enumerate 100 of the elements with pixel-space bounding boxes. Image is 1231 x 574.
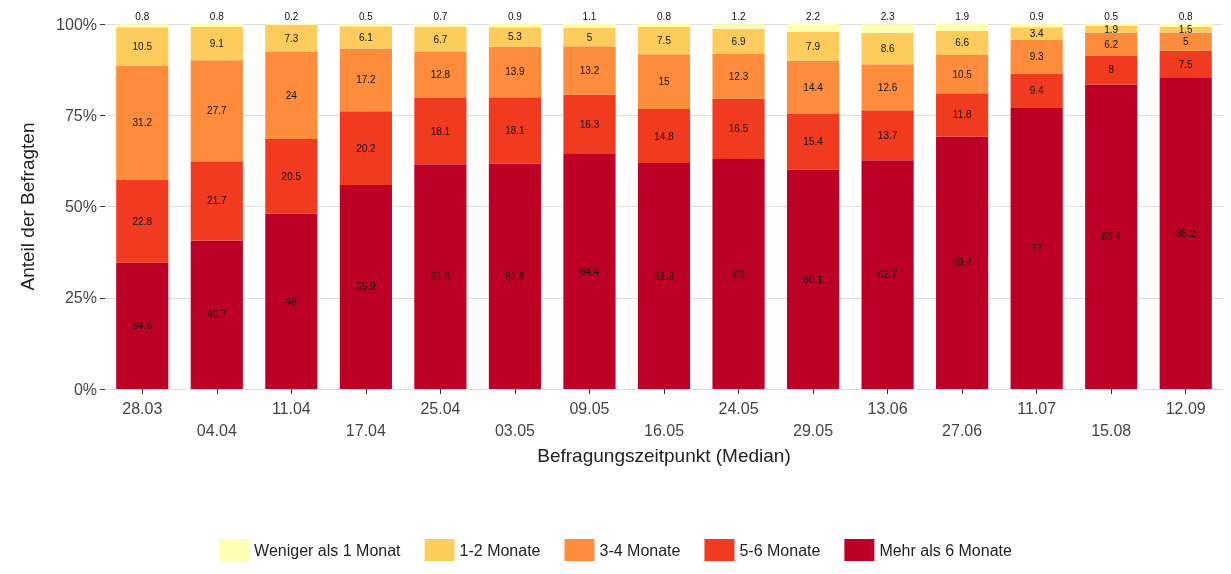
bar [1159,24,1212,27]
bar [563,94,616,154]
bar [712,24,765,29]
data-label: 10.5 [952,68,973,80]
data-label: 0.2 [284,10,299,22]
data-label: 15 [658,76,670,88]
bar [1010,107,1063,389]
bar [339,48,392,112]
bar [265,24,318,52]
bar [488,97,542,164]
data-label: 0.8 [135,10,150,22]
data-label: 12.6 [877,81,898,93]
data-label: 8.6 [880,42,895,54]
bar [712,28,765,54]
data-label: 11.8 [952,109,972,121]
bar [861,32,914,65]
x-tick-label: 11.07 [1017,399,1057,417]
x-tick-label: 03.05 [494,421,536,439]
data-label: 85.2 [1176,228,1196,240]
data-label: 0.5 [358,10,374,22]
data-label: 40.7 [207,309,227,321]
bar [712,98,765,160]
bar [637,26,691,55]
x-tick-label: 25.04 [420,399,461,417]
bar [786,113,840,170]
legend-label: 3-4 Monate [599,541,681,559]
bar [488,46,542,98]
data-label: 1.1 [582,10,597,22]
bar [563,24,616,29]
bar [1010,24,1063,28]
bar [637,54,691,110]
bar [265,138,318,214]
x-tick-label: 27.06 [942,421,983,439]
bar [786,32,840,61]
data-label: 9.4 [1029,85,1045,97]
data-label: 5 [1182,36,1189,48]
y-tick-label: 100% [56,15,97,33]
data-label: 24 [285,89,298,101]
data-label: 55.9 [356,281,377,293]
data-label: 1.2 [731,10,746,22]
bar [414,51,467,99]
bar [1085,84,1138,389]
bar [190,26,243,61]
data-label: 0.8 [1178,10,1194,22]
bar [1159,32,1212,51]
data-label: 63 [732,268,745,280]
data-label: 7.3 [284,32,299,44]
data-label: 0.7 [433,10,448,22]
bar [116,24,169,28]
data-label: 83.4 [1101,231,1122,243]
y-tick-label: 25% [64,289,97,307]
bar [712,159,765,389]
bar [116,27,169,66]
data-label: 18.1 [505,124,526,136]
data-label: 22.8 [132,215,153,227]
bar [488,27,542,47]
data-label: 3.4 [1029,27,1045,39]
x-tick-label: 16.05 [643,421,685,439]
data-label: 64.4 [579,265,600,277]
data-label: 0.5 [1104,10,1119,22]
x-tick-label: 28.03 [122,399,163,417]
data-label: 6.1 [358,31,374,43]
bar [339,26,392,49]
data-label: 61.8 [505,270,526,282]
data-label: 14.8 [654,130,675,142]
data-label: 15.4 [803,136,824,148]
data-label: 61.6 [430,271,451,283]
data-label: 12.8 [430,69,451,81]
bar [1085,32,1138,56]
bar [936,93,989,137]
bar [1010,27,1063,40]
data-label: 20.2 [356,142,377,154]
data-label: 16.5 [728,123,749,135]
data-label: 69.2 [952,257,973,269]
bar [190,161,243,241]
data-label: 13.7 [877,129,898,141]
legend-label: Weniger als 1 Monat [254,541,402,559]
bar [265,51,318,139]
data-label: 0.8 [657,10,672,22]
bar [1010,39,1063,74]
data-label: 7.5 [657,35,672,47]
bar [1085,55,1138,85]
data-label: 1.9 [1104,23,1119,35]
data-label: 14.4 [803,81,824,93]
bar [190,24,243,27]
bar [861,110,914,161]
data-label: 5.3 [507,31,523,43]
bar [563,46,616,95]
legend-label: 1-2 Monate [459,541,541,559]
data-label: 34.6 [132,320,153,332]
data-label: 13.9 [505,66,526,78]
data-label: 16.3 [579,118,600,130]
data-label: 18.1 [430,125,451,137]
bar [488,24,542,28]
bar [637,163,691,389]
data-label: 8 [1108,64,1115,76]
data-label: 6.9 [731,35,746,47]
data-label: 7.5 [1178,58,1194,70]
x-tick-label: 29.05 [793,421,834,439]
data-label: 5 [586,31,593,43]
